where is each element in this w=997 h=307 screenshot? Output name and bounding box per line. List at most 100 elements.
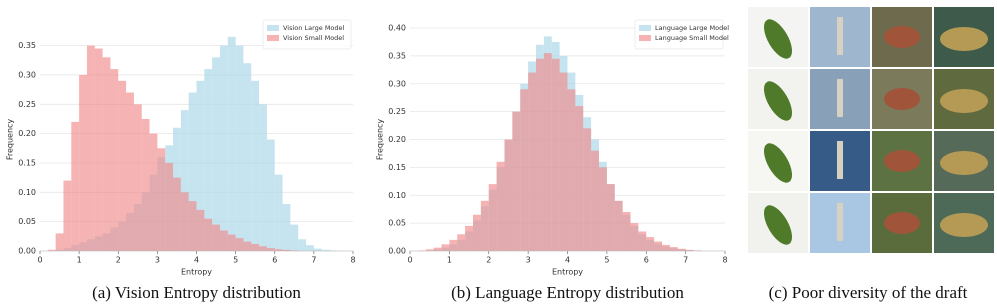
histogram-bar [219,45,228,252]
image-object [764,81,792,121]
histogram-bar [165,162,174,251]
histogram-bar [606,184,615,251]
histogram-bar [677,248,686,251]
legend-label: Language Small Model [655,34,729,42]
x-tick-label: 0 [37,256,42,265]
x-tick-label: 5 [604,256,609,265]
x-axis-label: Entropy [552,268,583,277]
histogram-bar [251,80,260,251]
image-object [940,89,988,113]
x-tick-label: 2 [116,256,121,265]
image-object [764,19,792,59]
histogram-bar [118,80,127,251]
histogram-bar [449,239,458,251]
image-object [837,17,843,55]
y-tick-label: 0.00 [388,247,406,256]
legend-swatch [267,35,279,41]
histogram-bar [567,89,576,251]
histogram-bar [173,177,181,251]
histogram-bar [298,239,307,251]
histogram-bar [543,53,552,252]
y-tick-label: 0.35 [388,51,406,60]
legend-label: Vision Small Model [283,34,344,42]
y-tick-label: 0.10 [18,188,36,197]
image-object [940,27,988,51]
x-tick-label: 3 [155,256,160,265]
histogram-bar [157,148,166,251]
histogram-bar [551,58,560,251]
image-object [940,213,988,237]
histogram-bar [313,248,322,251]
histogram-bar [188,201,197,251]
histogram-bar [591,150,599,251]
x-tick-label: 4 [194,256,199,265]
histogram-bar [528,72,536,251]
histogram-bar [321,249,330,251]
histogram-bar [79,74,87,252]
histogram-bar [204,218,213,251]
y-tick-label: 0.25 [18,100,36,109]
histogram-bar [480,200,489,251]
y-tick-label: 0.15 [18,158,36,167]
histogram-bar [204,69,213,251]
histogram-bar [259,246,267,251]
histogram-bar [536,58,544,251]
image-object [884,88,920,110]
image-object [884,150,920,172]
image-object [884,26,920,48]
histogram-bar [47,249,56,251]
histogram-bar [559,72,568,251]
y-tick-label: 0.20 [388,135,406,144]
histogram-bar [126,92,134,251]
histogram-bar [614,200,623,251]
histogram-bar [259,104,267,251]
x-tick-label: 7 [311,256,316,265]
histogram-bar [110,69,119,251]
caption: (a) Vision Entropy distribution [92,283,301,302]
histogram-bar [575,106,584,251]
histogram-bar [243,63,252,251]
histogram-bar [622,211,631,251]
legend-box [634,19,724,50]
histogram-bar [662,244,670,251]
y-axis-label: Frequency [376,119,385,161]
histogram-bar [488,184,497,251]
histogram-bar [86,45,95,252]
histogram-bar [306,245,314,251]
histogram-bar [282,204,291,251]
legend-label: Vision Large Model [283,24,345,32]
x-tick-label: 2 [486,256,491,265]
histogram-bar [212,224,220,251]
y-tick-label: 0.25 [388,107,406,116]
histogram-bar [669,247,678,251]
histogram-bar [266,139,275,251]
histogram-bar [141,118,150,251]
x-tick-label: 8 [722,256,727,265]
x-tick-label: 1 [447,256,452,265]
histogram-bar [654,241,662,251]
histogram-bar [520,89,529,251]
histogram-bar [512,111,521,251]
histogram-bar [212,57,220,252]
y-tick-label: 0.00 [18,247,36,256]
histogram-bar [274,174,283,251]
legend-box [262,19,352,50]
histogram-bar [457,234,466,251]
y-tick-label: 0.20 [18,129,36,138]
histogram-bar [465,225,473,251]
y-tick-label: 0.10 [388,191,406,200]
histogram-bar [433,247,442,251]
histogram-bar [196,80,205,251]
histogram-bar [266,248,275,251]
histogram-bar [227,36,236,252]
image-object [764,205,792,245]
histogram-bar [441,244,450,251]
legend-label: Language Large Model [655,24,729,32]
x-tick-label: 1 [77,256,82,265]
image-grid [748,7,994,253]
y-tick-label: 0.15 [388,163,406,172]
histogram-bar [251,243,260,251]
histogram-bar [583,128,592,251]
histogram-bar [638,231,647,251]
histogram-bar [180,192,189,251]
